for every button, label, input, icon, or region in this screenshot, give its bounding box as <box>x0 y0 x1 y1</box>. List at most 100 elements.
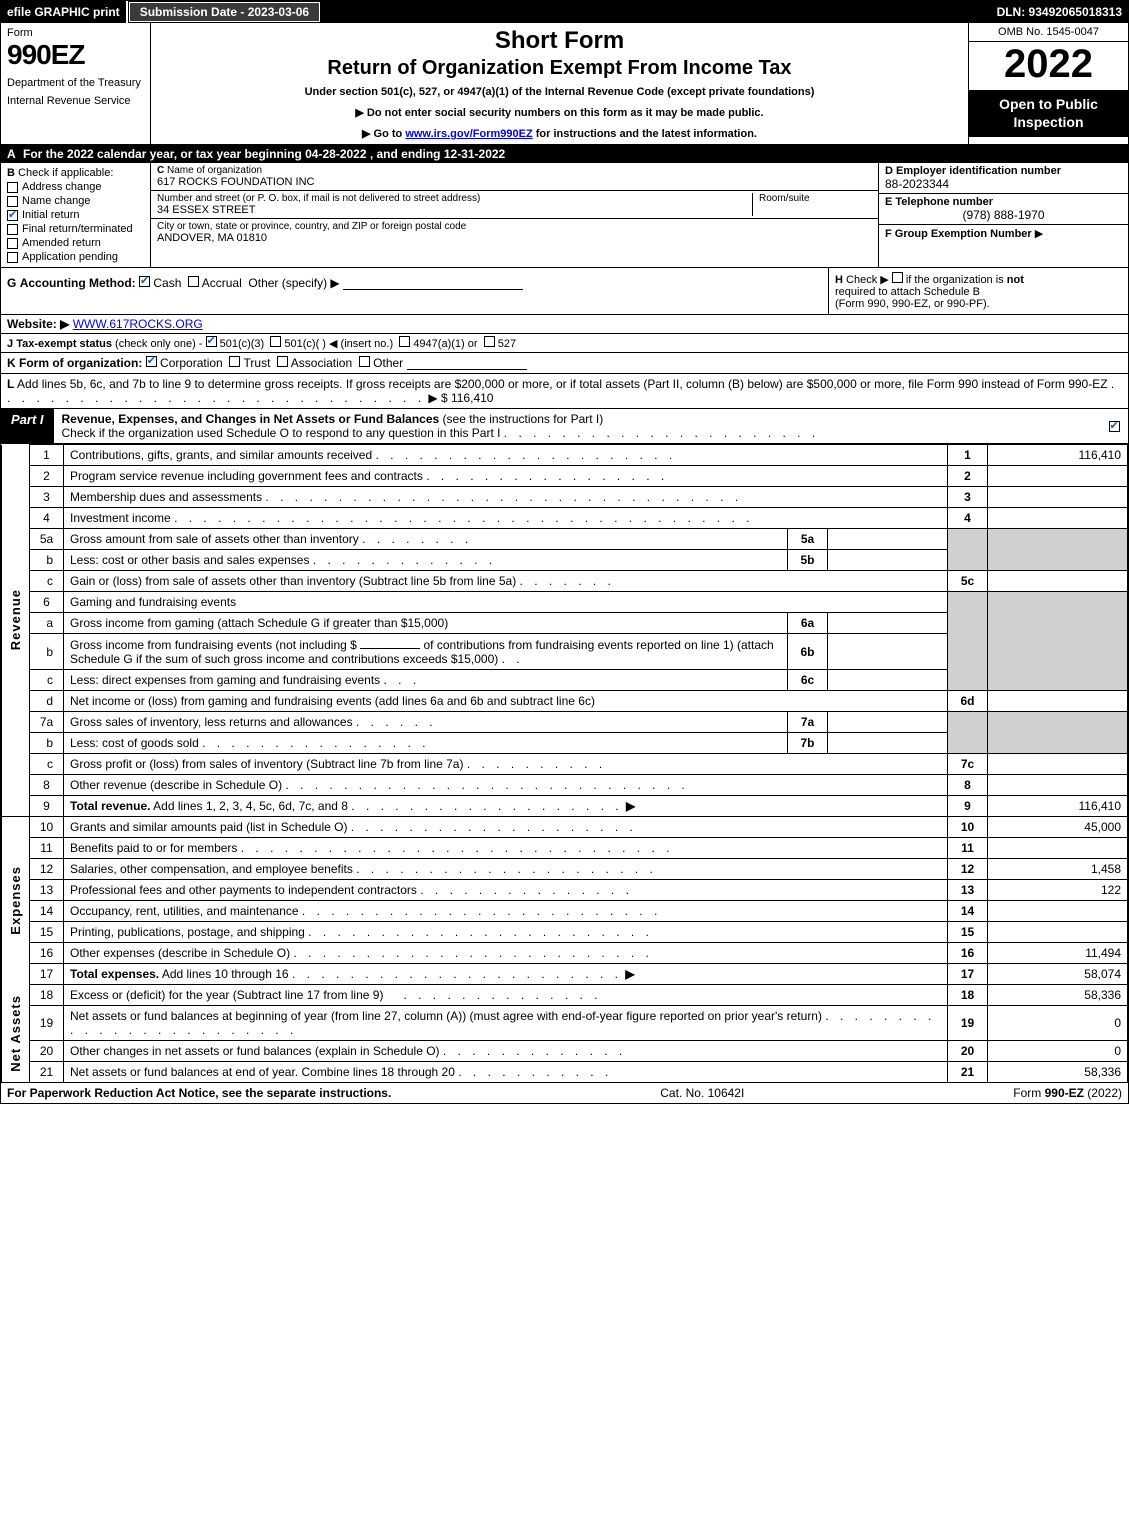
chk-corporation[interactable] <box>146 356 157 367</box>
part1-check-dots: . . . . . . . . . . . . . . . . . . . . … <box>504 426 819 440</box>
k-other-field[interactable] <box>407 357 527 370</box>
val: 58,336 <box>988 1062 1128 1083</box>
desc: Program service revenue including govern… <box>70 469 423 483</box>
footer: For Paperwork Reduction Act Notice, see … <box>1 1083 1128 1103</box>
checkbox-icon[interactable] <box>1109 421 1120 432</box>
chk-527[interactable] <box>484 336 495 347</box>
chk-association[interactable] <box>277 356 288 367</box>
k-label: Form of organization: <box>19 356 142 370</box>
irs-link[interactable]: www.irs.gov/Form990EZ <box>405 128 532 140</box>
row-1: Revenue 1 Contributions, gifts, grants, … <box>2 445 1128 466</box>
part1-tab: Part I <box>1 409 54 443</box>
dots: . . . . . . . . . . . . . . . . . <box>426 469 668 483</box>
row-6: 6 Gaming and fundraising events <box>2 592 1128 613</box>
n: 15 <box>30 922 64 943</box>
desc: Grants and similar amounts paid (list in… <box>70 820 347 834</box>
efile-print-label[interactable]: efile GRAPHIC print <box>1 1 128 23</box>
n: d <box>30 691 64 712</box>
n: 12 <box>30 859 64 880</box>
chk-name-change[interactable]: Name change <box>7 195 144 207</box>
desc-bold: Total revenue. <box>70 799 150 813</box>
instr2-suffix: for instructions and the latest informat… <box>533 128 757 140</box>
row-7c: c Gross profit or (loss) from sales of i… <box>2 754 1128 775</box>
topbar-spacer <box>321 1 990 23</box>
col-def: D Employer identification number 88-2023… <box>878 163 1128 267</box>
chk-label: Application pending <box>22 251 118 263</box>
shade <box>948 529 988 571</box>
row-20: 20 Other changes in net assets or fund b… <box>2 1041 1128 1062</box>
desc: Excess or (deficit) for the year (Subtra… <box>70 988 383 1002</box>
chk-address-change[interactable]: Address change <box>7 181 144 193</box>
dots: . . . . . . . . . . . . . . . . . . . . … <box>285 778 688 792</box>
n: a <box>30 613 64 634</box>
val: 45,000 <box>988 817 1128 838</box>
j-opt1: 501(c)(3) <box>220 338 265 350</box>
dept-irs: Internal Revenue Service <box>7 95 144 107</box>
chk-other[interactable] <box>359 356 370 367</box>
chk-schedule-b[interactable] <box>892 272 903 283</box>
chk-application-pending[interactable]: Application pending <box>7 251 144 263</box>
d-label: Employer identification number <box>896 165 1061 177</box>
chk-accrual[interactable] <box>188 276 199 287</box>
desc: Occupancy, rent, utilities, and maintena… <box>70 904 299 918</box>
n: 10 <box>30 817 64 838</box>
dots: . . . . . . . . . . . . . . . . . . . . … <box>265 490 742 504</box>
row-l: L Add lines 5b, 6c, and 7b to line 9 to … <box>1 374 1128 409</box>
chk-final-return[interactable]: Final return/terminated <box>7 223 144 235</box>
val: 122 <box>988 880 1128 901</box>
f-arrow: ▶ <box>1035 228 1043 240</box>
line-a-text: For the 2022 calendar year, or tax year … <box>23 147 505 161</box>
dots: . . . . . . . . . . <box>467 757 606 771</box>
i-label: Website: ▶ <box>7 317 69 331</box>
desc: Salaries, other compensation, and employ… <box>70 862 353 876</box>
val <box>988 901 1128 922</box>
chk-501c3[interactable] <box>206 336 217 347</box>
j-opt3: 4947(a)(1) or <box>413 338 477 350</box>
f-letter: F <box>885 228 892 240</box>
subtitle: Under section 501(c), 527, or 4947(a)(1)… <box>157 86 962 98</box>
chk-4947[interactable] <box>399 336 410 347</box>
row-i: Website: ▶ WWW.617ROCKS.ORG <box>1 315 1128 334</box>
desc: Benefits paid to or for members <box>70 841 237 855</box>
dots: . . . . . . . . . . . . . . . . . . . . … <box>375 448 676 462</box>
chk-amended-return[interactable]: Amended return <box>7 237 144 249</box>
website-link[interactable]: WWW.617ROCKS.ORG <box>73 317 203 331</box>
n: 9 <box>30 796 64 817</box>
row-k: K Form of organization: Corporation Trus… <box>1 353 1128 374</box>
shade <box>988 529 1128 571</box>
dots: . . . . . . . . . . . . . . . . <box>202 736 429 750</box>
h-text1: Check ▶ <box>846 274 889 286</box>
chk-trust[interactable] <box>229 356 240 367</box>
side-revenue: Revenue <box>2 445 30 796</box>
org-name-row: C Name of organization 617 ROCKS FOUNDAT… <box>151 163 878 191</box>
desc: Gross sales of inventory, less returns a… <box>70 715 353 729</box>
blank-field[interactable] <box>360 637 420 649</box>
title-short-form: Short Form <box>157 27 962 55</box>
dots: . . . . . . . . . . . . . . . . . . . <box>351 799 622 813</box>
val <box>988 922 1128 943</box>
val <box>828 712 948 733</box>
row-9: 9 Total revenue. Add lines 1, 2, 3, 4, 5… <box>2 796 1128 817</box>
desc: Net assets or fund balances at end of ye… <box>70 1065 455 1079</box>
row-5c: c Gain or (loss) from sale of assets oth… <box>2 571 1128 592</box>
footer-left: For Paperwork Reduction Act Notice, see … <box>7 1086 391 1100</box>
n: 11 <box>30 838 64 859</box>
desc: Less: direct expenses from gaming and fu… <box>70 673 380 687</box>
form-number: 990EZ <box>7 39 144 71</box>
n: 20 <box>30 1041 64 1062</box>
chk-initial-return[interactable]: Initial return <box>7 209 144 221</box>
chk-501c[interactable] <box>270 336 281 347</box>
box: 5b <box>788 550 828 571</box>
shade <box>988 712 1128 754</box>
chk-cash[interactable] <box>139 276 150 287</box>
phone: (978) 888-1970 <box>885 208 1122 222</box>
city: ANDOVER, MA 01810 <box>157 232 872 244</box>
row-6d: d Net income or (loss) from gaming and f… <box>2 691 1128 712</box>
desc: Other revenue (describe in Schedule O) <box>70 778 282 792</box>
instruction-ssn: ▶ Do not enter social security numbers o… <box>157 106 962 119</box>
n: 1 <box>30 445 64 466</box>
box: 20 <box>948 1041 988 1062</box>
omb-number: OMB No. 1545-0047 <box>969 23 1128 42</box>
val <box>988 466 1128 487</box>
g-other-field[interactable] <box>343 276 523 290</box>
